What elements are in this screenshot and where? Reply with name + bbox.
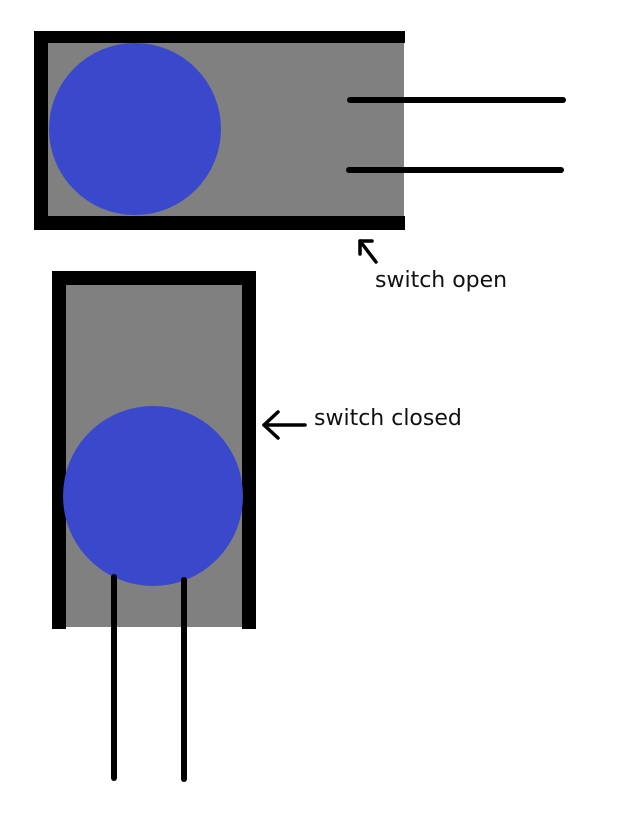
switch-open-arrow — [358, 239, 378, 264]
switch-closed-assembly — [52, 271, 307, 782]
switch-closed-label: switch closed — [314, 406, 462, 431]
switch-open-assembly — [34, 31, 566, 264]
switch-open-label: switch open — [375, 268, 508, 293]
switch-closed-ball — [63, 406, 243, 586]
switch-closed-arrow — [262, 410, 307, 440]
switch-open-ball — [49, 43, 221, 215]
